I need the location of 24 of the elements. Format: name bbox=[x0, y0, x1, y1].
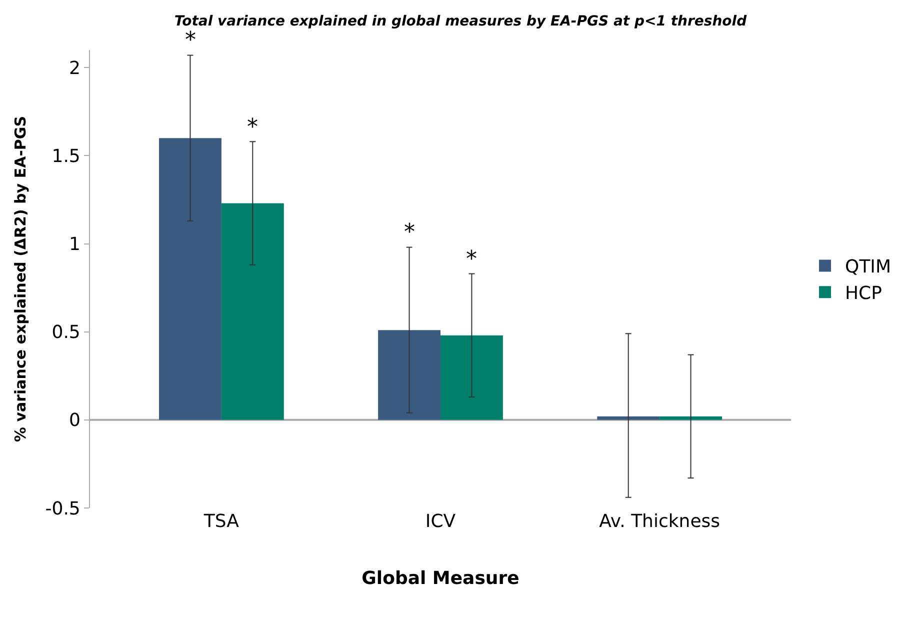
y-axis-title: % variance explained (ΔR2) by EA-PGS bbox=[12, 116, 30, 442]
y-tick-label: 0.5 bbox=[52, 322, 80, 344]
x-axis-title: Global Measure bbox=[362, 568, 520, 590]
legend-label: HCP bbox=[845, 283, 882, 304]
bar bbox=[378, 330, 440, 420]
y-tick-label: 2 bbox=[68, 58, 80, 79]
bar bbox=[660, 416, 722, 420]
bar bbox=[440, 335, 503, 420]
bar bbox=[159, 138, 222, 420]
x-tick-label: Av. Thickness bbox=[599, 511, 720, 532]
annotation: * bbox=[247, 115, 258, 140]
y-tick-label: 0 bbox=[68, 410, 80, 432]
annotation: * bbox=[185, 28, 196, 53]
bar bbox=[221, 203, 284, 420]
annotation: * bbox=[404, 220, 415, 245]
chart-title: Total variance explained in global measures by EA-PGS at p<1 threshold bbox=[174, 13, 748, 30]
x-tick-label: ICV bbox=[425, 511, 456, 532]
y-tick-label: 1 bbox=[68, 234, 80, 256]
legend-label: QTIM bbox=[845, 256, 892, 278]
y-tick-label: -0.5 bbox=[45, 498, 80, 520]
y-tick-label: 1.5 bbox=[52, 146, 80, 167]
bar bbox=[597, 416, 660, 420]
annotation: * bbox=[466, 247, 477, 272]
x-tick-label: TSA bbox=[202, 511, 240, 532]
